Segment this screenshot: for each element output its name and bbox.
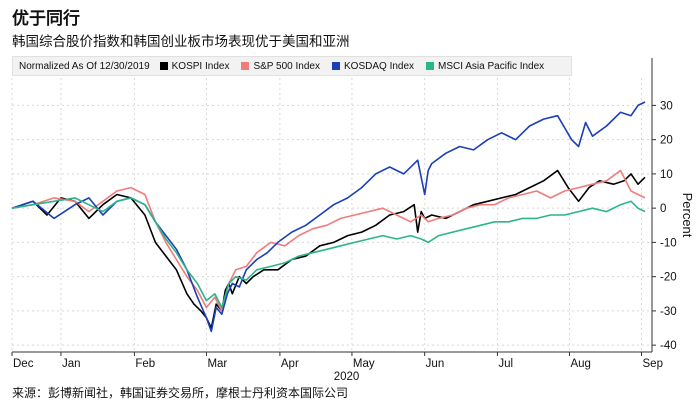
y-tick-label: 0 <box>660 203 666 215</box>
legend-item-label: KOSDAQ Index <box>344 60 415 72</box>
y-tick-label: -20 <box>660 272 677 284</box>
legend-normalized-label: Normalized As Of 12/30/2019 <box>19 60 150 72</box>
legend-item-kosdaq: KOSDAQ Index <box>332 61 414 72</box>
legend-swatch <box>159 62 168 70</box>
legend-bar: Normalized As Of 12/30/2019 KOSPI Index … <box>12 56 572 76</box>
y-axis-label: Percent <box>680 193 695 238</box>
y-tick-label: -40 <box>660 340 677 352</box>
x-tick-label: Dec <box>13 358 34 370</box>
source-note: 来源：彭博新闻社，韩国证券交易所，摩根士丹利资本国际公司 <box>12 386 349 400</box>
series-line-2 <box>11 101 646 333</box>
legend-swatch <box>426 62 435 70</box>
legend-item-label: MSCI Asia Pacific Index <box>438 60 545 72</box>
y-tick-label: 30 <box>660 100 673 112</box>
y-tick-label: 20 <box>660 135 673 147</box>
x-tick-label: Aug <box>570 358 590 370</box>
x-tick-label: Jan <box>62 358 81 370</box>
legend-swatch <box>332 62 340 70</box>
legend-swatch <box>241 62 250 70</box>
x-tick-label: Sep <box>643 358 663 370</box>
legend-item-sp500: S&P 500 Index <box>241 61 320 72</box>
legend-item-label: S&P 500 Index <box>253 60 320 72</box>
x-tick-label: May <box>353 358 375 370</box>
y-tick-label: -10 <box>660 237 677 249</box>
x-tick-label: Mar <box>207 358 227 370</box>
chart-subtitle: 韩国综合股价指数和韩国创业板市场表现优于美国和亚洲 <box>12 34 350 50</box>
x-year-label: 2020 <box>334 371 360 383</box>
x-tick-label: Jun <box>426 358 445 370</box>
legend-item-kospi: KOSPI Index <box>159 60 230 72</box>
legend-item-label: KOSPI Index <box>171 60 230 72</box>
series-line-1 <box>11 169 646 312</box>
series-line-0 <box>11 169 646 329</box>
chart-title: 优于同行 <box>12 9 80 29</box>
legend-item-msci: MSCI Asia Pacific Index <box>426 61 544 72</box>
x-tick-label: Jul <box>498 358 513 370</box>
series-line-3 <box>11 197 646 309</box>
y-tick-label: 10 <box>660 169 673 181</box>
x-tick-label: Feb <box>135 358 155 370</box>
y-tick-label: -30 <box>660 306 677 318</box>
x-tick-label: Apr <box>281 358 299 370</box>
